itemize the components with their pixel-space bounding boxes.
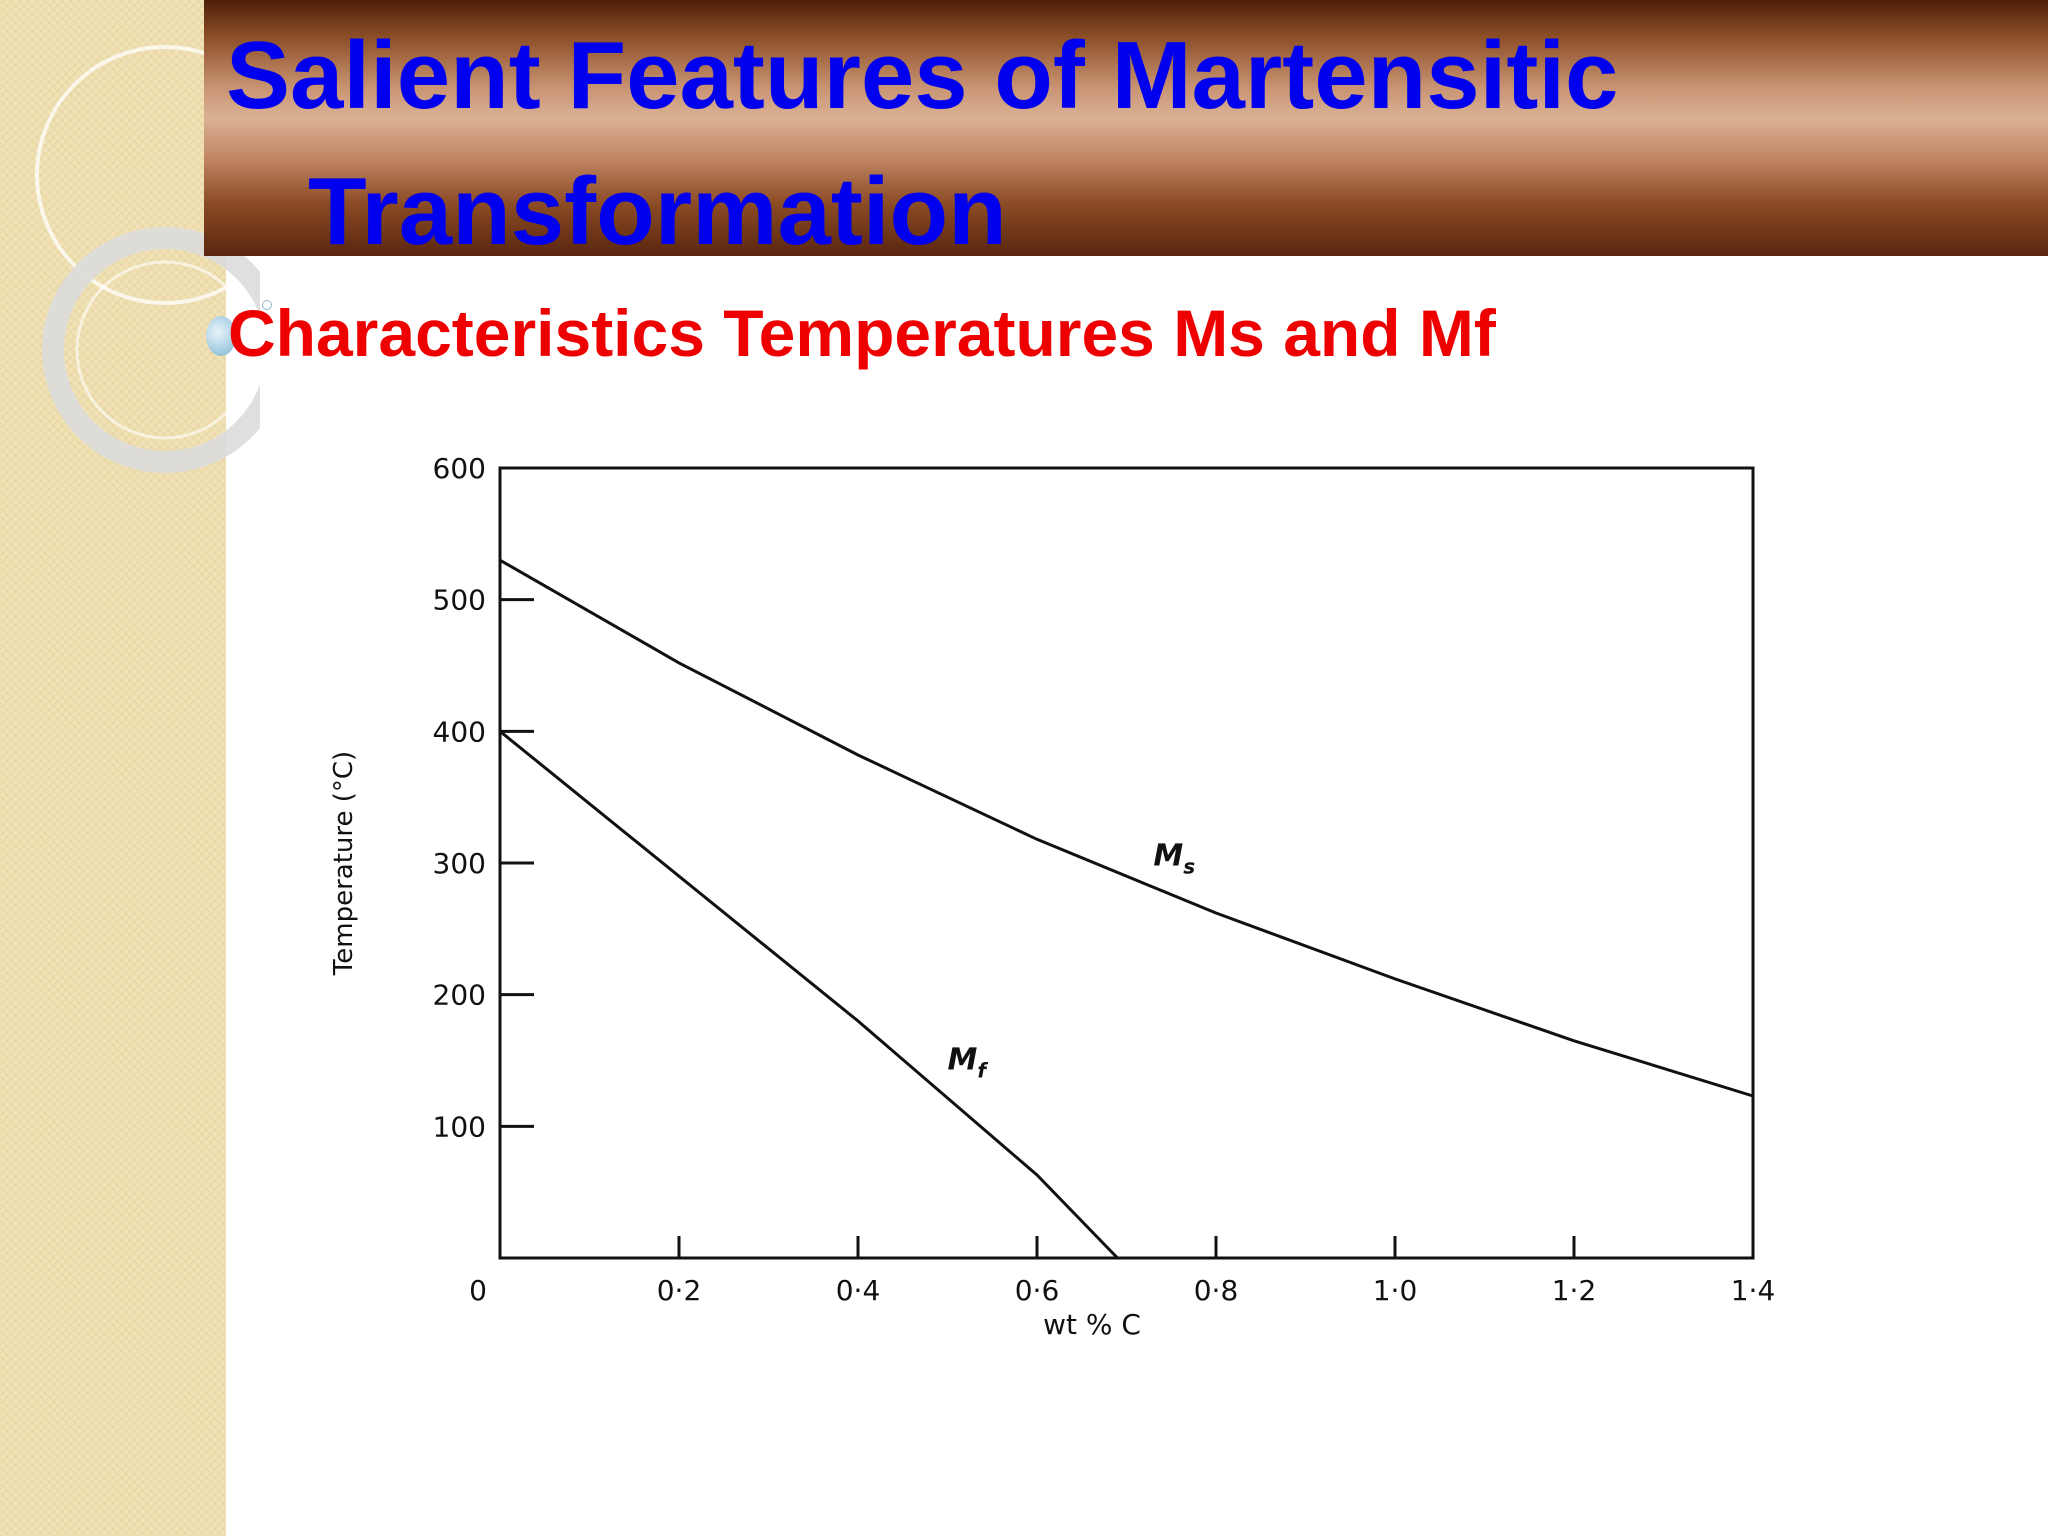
title-line-1: Salient Features of Martensitic	[226, 22, 1619, 129]
data-point	[1036, 838, 1038, 840]
y-tick-label: 300	[433, 847, 486, 880]
x-tick-label: 0·2	[657, 1274, 702, 1307]
series-label-sub: f	[977, 1059, 988, 1083]
data-point	[678, 875, 680, 877]
data-point	[499, 730, 501, 732]
series-label-sub: s	[1183, 855, 1195, 879]
x-tick-label: 0·6	[1015, 1274, 1060, 1307]
data-point	[1573, 1040, 1575, 1042]
series-label-mf: Mf	[948, 1043, 989, 1083]
y-tick-label: 200	[433, 979, 486, 1012]
y-axis-label: Temperature (°C)	[329, 751, 359, 976]
y-tick-label: 100	[433, 1110, 486, 1143]
x-axis-label: wt % C	[1043, 1308, 1141, 1341]
decorative-rings	[35, 45, 260, 473]
data-point	[1215, 912, 1217, 914]
bullet-icon	[206, 316, 236, 356]
y-axis-ticks: 100 200 300 400 500 600	[433, 452, 534, 1143]
x-tick-label: 1·4	[1731, 1274, 1776, 1307]
data-point	[1117, 1257, 1119, 1259]
x-tick-label: 0·4	[836, 1274, 881, 1307]
data-point	[678, 662, 680, 664]
series-label-main: M	[948, 1043, 978, 1078]
title-line-2: Transformation	[308, 158, 1007, 265]
x-axis-ticks: 0 0·2 0·4 0·6 0·8 1·0 1·2 1·4	[469, 1236, 1775, 1307]
data-point	[499, 559, 501, 561]
series-line-ms	[499, 558, 1754, 1098]
y-tick-label: 400	[433, 715, 486, 748]
y-tick-label: 500	[433, 584, 486, 617]
plot-frame	[498, 466, 1755, 1260]
series-label-main: M	[1153, 839, 1183, 874]
x-tick-label: 0·8	[1194, 1274, 1239, 1307]
martensite-temperature-chart: 100 200 300 400 500 600 0 0·2 0·4 0·6 0·8 1·0 1·2 1·…	[329, 452, 1775, 1341]
x-tick-label: 1·0	[1373, 1274, 1418, 1307]
series-line-mf	[499, 730, 1119, 1260]
slide-title: Salient Features of Martensitic Transfor…	[226, 8, 1618, 280]
data-point	[857, 1020, 859, 1022]
data-point	[1036, 1174, 1038, 1176]
title-band	[204, 0, 2048, 256]
data-point	[1394, 978, 1396, 980]
data-point	[1752, 1095, 1754, 1097]
bullet-sparkle-icon	[262, 300, 272, 310]
series-label-ms: Ms	[1153, 839, 1195, 879]
x-tick-label: 1·2	[1552, 1274, 1597, 1307]
x-tick-label: 0	[469, 1274, 487, 1307]
y-tick-label: 600	[433, 452, 486, 485]
slide-subtitle: Characteristics Temperatures Ms and Mf	[228, 296, 1496, 370]
data-point	[857, 754, 859, 756]
